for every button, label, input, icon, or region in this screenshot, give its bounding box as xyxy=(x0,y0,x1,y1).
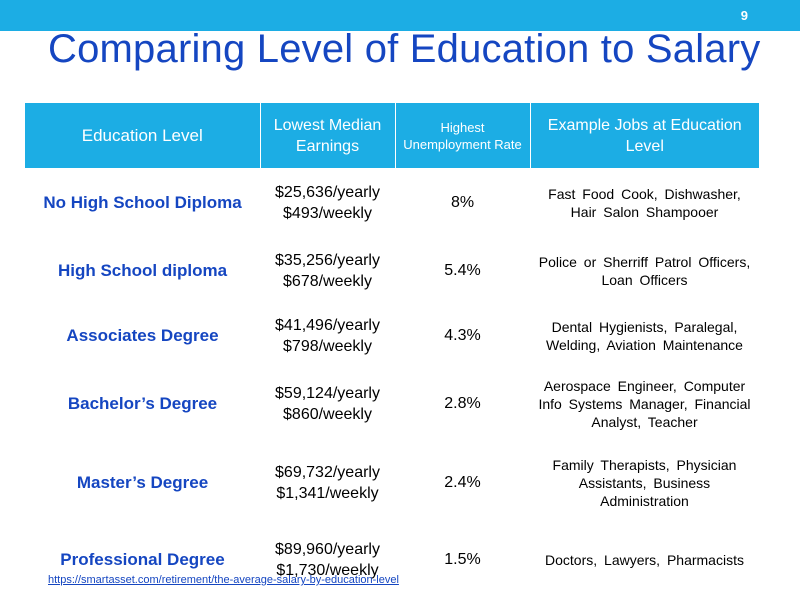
education-level-cell: No High School Diploma xyxy=(43,193,242,212)
example-jobs-cell: Fast Food Cook, Dishwasher, Hair Salon S… xyxy=(548,186,741,220)
example-jobs-cell: Family Therapists, Physician Assistants,… xyxy=(552,456,737,509)
education-level-cell: High School diploma xyxy=(57,260,228,280)
yearly-earnings: $35,256/yearly xyxy=(275,251,380,269)
earnings-cell: $69,732/yearly $1,341/weekly xyxy=(260,440,395,525)
slide-title: Comparing Level of Education to Salary xyxy=(48,27,761,71)
education-level-cell: Bachelor’s Degree xyxy=(67,394,218,413)
unemployment-rate-cell: 8% xyxy=(450,194,475,211)
unemployment-rate-cell: 1.5% xyxy=(444,551,481,568)
earnings-cell: $59,124/yearly $860/weekly xyxy=(260,368,395,440)
weekly-earnings: $493/weekly xyxy=(283,205,372,222)
yearly-earnings: $69,732/yearly xyxy=(275,463,380,481)
column-header-example-jobs: Example Jobs at Education Level xyxy=(530,103,759,168)
weekly-earnings: $860/weekly xyxy=(283,406,372,423)
table-row: Master’s Degree $69,732/yearly $1,341/we… xyxy=(25,440,759,525)
yearly-earnings: $59,124/yearly xyxy=(275,385,380,402)
yearly-earnings: $25,636/yearly xyxy=(275,184,380,201)
education-level-cell: Master’s Degree xyxy=(76,472,209,492)
earnings-cell: $41,496/yearly $798/weekly xyxy=(260,303,395,368)
table-row: High School diploma $35,256/yearly $678/… xyxy=(25,238,759,303)
source-link[interactable]: https://smartasset.com/retirement/the-av… xyxy=(48,574,399,586)
column-header-education-level: Education Level xyxy=(25,103,261,168)
earnings-cell: $25,636/yearly $493/weekly xyxy=(260,168,395,238)
weekly-earnings: $1,341/weekly xyxy=(276,484,379,502)
weekly-earnings: $678/weekly xyxy=(283,272,372,290)
table-row: Bachelor’s Degree $59,124/yearly $860/we… xyxy=(25,368,759,440)
table-header-row: Education Level Lowest Median Earnings H… xyxy=(25,103,759,168)
earnings-cell: $35,256/yearly $678/weekly xyxy=(260,238,395,303)
unemployment-rate-cell: 4.3% xyxy=(444,326,481,344)
weekly-earnings: $798/weekly xyxy=(283,337,372,355)
weekly-earnings: $1,730/weekly xyxy=(276,562,379,579)
example-jobs-cell: Doctors, Lawyers, Pharmacists xyxy=(545,552,744,568)
unemployment-rate-cell: 2.4% xyxy=(444,473,481,491)
yearly-earnings: $41,496/yearly xyxy=(275,316,380,334)
unemployment-rate-cell: 2.8% xyxy=(444,395,481,412)
slide-number: 9 xyxy=(740,8,748,23)
table-row: Professional Degree $89,960/yearly $1,73… xyxy=(25,525,759,595)
top-accent-bar: 9 xyxy=(0,0,800,31)
education-salary-table: Education Level Lowest Median Earnings H… xyxy=(25,103,759,595)
unemployment-rate-cell: 5.4% xyxy=(444,261,481,279)
example-jobs-cell: Aerospace Engineer, Computer Info System… xyxy=(538,378,751,430)
earnings-cell: $89,960/yearly $1,730/weekly xyxy=(260,525,395,595)
example-jobs-cell: Dental Hygienists, Paralegal, Welding, A… xyxy=(546,318,743,353)
yearly-earnings: $89,960/yearly xyxy=(275,541,380,558)
column-header-highest-unemployment-rate: Highest Unemployment Rate xyxy=(395,103,531,168)
education-level-cell: Associates Degree xyxy=(66,325,219,345)
table-row: Associates Degree $41,496/yearly $798/we… xyxy=(25,303,759,368)
education-level-cell: Professional Degree xyxy=(60,550,225,569)
table-row: No High School Diploma $25,636/yearly $4… xyxy=(25,168,759,238)
example-jobs-cell: Police or Sherriff Patrol Officers, Loan… xyxy=(538,253,751,288)
column-header-lowest-median-earnings: Lowest Median Earnings xyxy=(260,103,396,168)
